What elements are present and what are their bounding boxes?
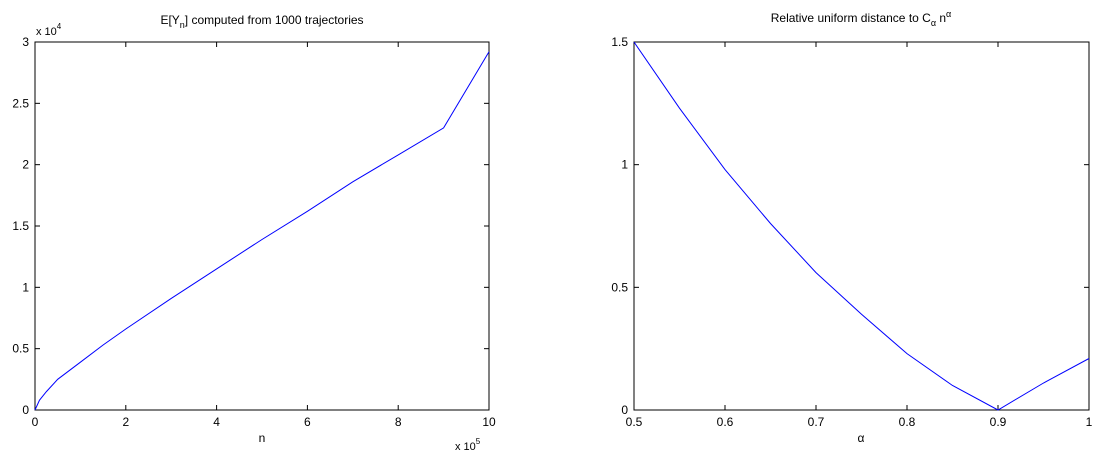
y-tick-label: 1.5 [12,219,29,233]
plot-frame [633,41,1090,411]
y-tick-label: 0 [22,403,29,417]
x-tick-label: 0.5 [626,415,643,429]
x-tick-label: 10 [482,415,496,429]
series-line [34,51,490,411]
x-tick-label: 0.8 [899,415,916,429]
x-tick-label: 1 [1086,415,1093,429]
y-tick-label: 0.5 [12,342,29,356]
x-axis-label: α [858,431,865,445]
y-tick-label: 1 [22,280,29,294]
y-tick-label: 2 [22,158,29,172]
x-tick-label: 0.9 [990,415,1007,429]
x-tick-label: 8 [395,415,402,429]
series-line [633,41,1090,411]
x-axis-label: n [259,431,266,445]
y-tick-label: 3 [22,35,29,49]
y-exponent-label: x 104 [36,22,62,38]
chart-left: E[Yn] computed from 1000 trajectories x … [12,13,496,453]
y-tick-label: 1 [621,158,628,172]
y-tick-label: 0.5 [611,280,628,294]
x-tick-label: 2 [122,415,129,429]
x-tick-label: 0.6 [717,415,734,429]
y-tick-label: 2.5 [12,96,29,110]
chart-right: Relative uniform distance to Cα nα α 0.5… [611,9,1092,445]
chart-title: E[Yn] computed from 1000 trajectories [160,13,363,30]
x-exponent-label: x 105 [455,437,481,453]
x-tick-label: 0.7 [808,415,825,429]
chart-title: Relative uniform distance to Cα nα [771,9,952,28]
y-tick-label: 0 [621,403,628,417]
x-tick-label: 0 [32,415,39,429]
x-tick-label: 6 [304,415,311,429]
tick-group: 0 2 4 6 8 10 0 0.5 1 1.5 2 2.5 3 [12,35,496,429]
x-tick-label: 4 [213,415,220,429]
y-tick-label: 1.5 [611,35,628,49]
plot-frame [34,41,490,411]
tick-group: 0.5 0.6 0.7 0.8 0.9 100.511.5 [611,35,1092,429]
